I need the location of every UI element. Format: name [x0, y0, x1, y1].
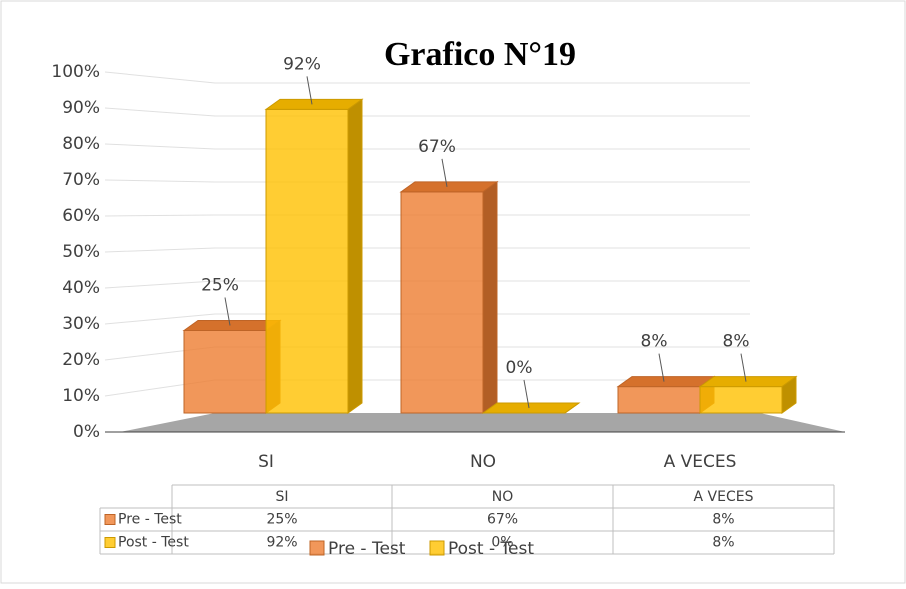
grid-line — [104, 143, 750, 150]
bar-front — [617, 386, 701, 414]
table-cell: 67% — [487, 512, 518, 528]
table-header: A VECES — [694, 489, 754, 505]
data-label: 67% — [418, 137, 456, 157]
bar-front — [699, 386, 783, 414]
leader-line — [441, 158, 448, 187]
data-label: 25% — [201, 276, 239, 296]
grid-line — [104, 179, 750, 183]
data-label: 8% — [723, 332, 750, 352]
y-tick-label: 10% — [62, 386, 100, 406]
y-tick-label: 20% — [62, 350, 100, 370]
table-cell: 25% — [266, 512, 297, 528]
table-row-label: Pre - Test — [118, 512, 182, 528]
bar-side — [482, 180, 498, 414]
bar-side — [347, 98, 363, 414]
x-tick-label: NO — [470, 452, 496, 472]
bar-front — [183, 330, 267, 414]
y-tick-label: 80% — [62, 134, 100, 154]
bar — [399, 180, 499, 414]
grid-line — [104, 107, 750, 117]
bar-side — [564, 402, 580, 414]
bar-top — [698, 376, 798, 388]
legend-label: Post - Test — [448, 539, 534, 559]
table-cell: 0% — [491, 535, 513, 551]
y-tick-label: 0% — [73, 422, 100, 442]
bar-front — [400, 191, 484, 414]
y-tick-label: 40% — [62, 278, 100, 298]
data-label: 92% — [283, 54, 321, 74]
legend-swatch — [309, 540, 325, 556]
grid-line — [104, 71, 750, 84]
grid-line — [104, 247, 750, 253]
floor — [120, 413, 845, 432]
bar-top — [264, 98, 364, 110]
grid-line — [104, 214, 750, 217]
bar-side — [781, 375, 797, 414]
bar — [698, 375, 798, 414]
y-tick-label: 70% — [62, 170, 100, 190]
table-cell: 8% — [712, 535, 734, 551]
y-tick-label: 60% — [62, 206, 100, 226]
data-label: 8% — [641, 332, 668, 352]
table-cell: 92% — [266, 535, 297, 551]
y-tick-label: 100% — [51, 62, 100, 82]
x-tick-label: SI — [258, 452, 274, 472]
bar-top — [399, 181, 499, 193]
legend-label: Pre - Test — [328, 539, 406, 559]
bar-top — [616, 376, 716, 388]
table-row-label: Post - Test — [118, 535, 189, 551]
bar — [481, 402, 581, 414]
leader-line — [306, 76, 313, 105]
table-header: SI — [275, 489, 288, 505]
table-swatch — [104, 537, 116, 548]
y-tick-label: 30% — [62, 314, 100, 334]
leader-line — [523, 379, 530, 409]
leader-line — [658, 353, 665, 382]
legend-swatch — [429, 540, 445, 556]
bar-top — [481, 402, 581, 414]
y-tick-label: 90% — [62, 98, 100, 118]
grid-line — [104, 313, 750, 325]
data-label: 0% — [506, 358, 533, 378]
y-tick-label: 50% — [62, 242, 100, 262]
table-header: NO — [492, 489, 514, 505]
table-swatch — [104, 514, 116, 525]
leader-line — [740, 353, 747, 382]
bar — [264, 98, 364, 414]
x-tick-label: A VECES — [664, 452, 737, 472]
chart-title: Grafico N°19 — [384, 36, 576, 73]
bar-front — [265, 108, 349, 414]
leader-line — [224, 297, 231, 326]
grid-line — [104, 280, 750, 289]
table-cell: 8% — [712, 512, 734, 528]
